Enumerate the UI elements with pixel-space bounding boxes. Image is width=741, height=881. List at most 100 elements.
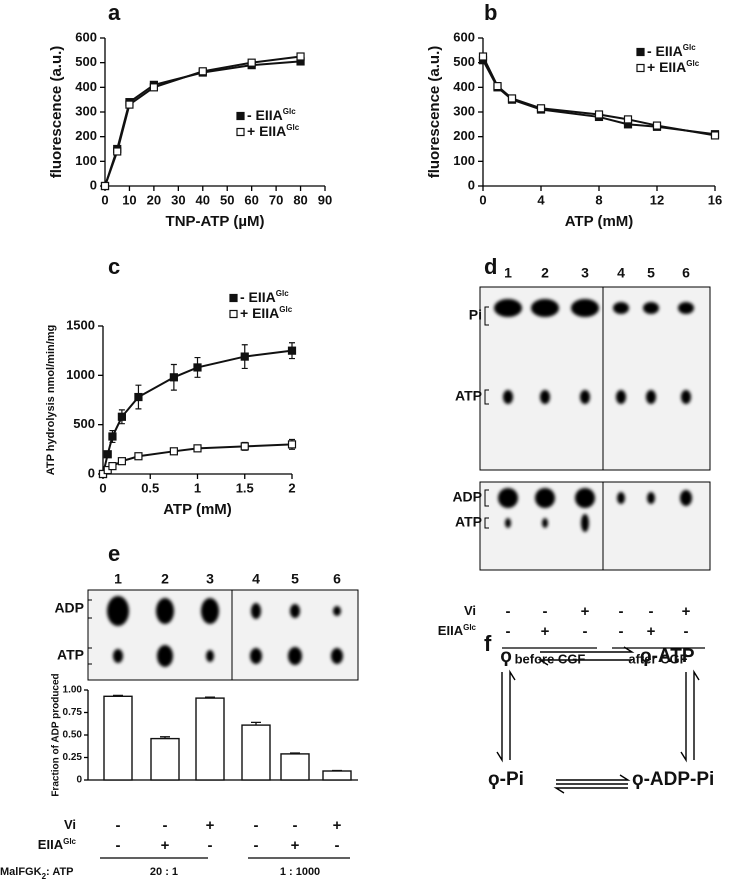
data-point bbox=[594, 110, 604, 119]
row-label-part: Vi bbox=[464, 603, 476, 618]
gel-spot bbox=[503, 390, 513, 404]
data-point bbox=[478, 52, 488, 61]
y-tick-label: 0.50 bbox=[63, 730, 83, 741]
sign: + bbox=[541, 623, 550, 640]
x-tick-label: 1 bbox=[194, 480, 201, 495]
sign: - bbox=[684, 623, 689, 640]
legend-label: - EIIAGlc bbox=[647, 43, 696, 59]
gel-spot bbox=[288, 647, 302, 665]
lane-label: 4 bbox=[617, 265, 625, 281]
gel-spot bbox=[107, 596, 129, 626]
panel-label: e bbox=[108, 541, 120, 566]
group-label: 1 : 1000 bbox=[280, 866, 320, 878]
data-point bbox=[169, 373, 178, 382]
gel-spot bbox=[680, 490, 692, 506]
bar bbox=[322, 770, 352, 781]
legend-label-part: + EIIA bbox=[647, 59, 686, 75]
gel-spot bbox=[575, 488, 595, 508]
x-tick-label: 30 bbox=[171, 192, 185, 207]
bar bbox=[103, 695, 133, 781]
row-label-part: EIIA bbox=[438, 623, 464, 638]
legend-marker bbox=[229, 293, 238, 303]
lane-label: 2 bbox=[161, 571, 169, 587]
legend-label-part: + EIIA bbox=[247, 123, 286, 139]
y-tick-label: 600 bbox=[75, 29, 97, 44]
sign: + bbox=[206, 817, 215, 834]
legend-label-part: - EIIA bbox=[647, 43, 683, 59]
diagram-node: ϙ-ADP-Pi bbox=[632, 769, 714, 790]
y-tick-label: 0 bbox=[88, 465, 95, 480]
data-point bbox=[623, 115, 633, 124]
gel-spot bbox=[156, 598, 174, 624]
y-axis-label: fluorescence (a.u.) bbox=[48, 46, 65, 179]
lane-label: 3 bbox=[206, 571, 214, 587]
bar bbox=[195, 697, 225, 781]
lane-label: 5 bbox=[647, 265, 655, 281]
gel-spot bbox=[613, 302, 629, 314]
group-label: after CGF bbox=[628, 651, 687, 666]
data-point bbox=[117, 412, 127, 421]
data-point bbox=[108, 432, 117, 441]
x-tick-label: 10 bbox=[122, 192, 136, 207]
sign: - bbox=[116, 817, 121, 834]
lane-label: 3 bbox=[581, 265, 589, 281]
gel-d-lower bbox=[479, 481, 711, 571]
legend-label: + EIIAGlc bbox=[647, 59, 700, 75]
y-tick-label: 1.00 bbox=[63, 685, 83, 696]
sign: - bbox=[116, 837, 121, 854]
sign: + bbox=[161, 837, 170, 854]
y-tick-label: 200 bbox=[453, 128, 475, 143]
legend-marker bbox=[636, 63, 645, 73]
y-tick-label: 500 bbox=[75, 54, 97, 69]
sign: - bbox=[254, 837, 259, 854]
x-tick-label: 20 bbox=[147, 192, 161, 207]
bar bbox=[150, 737, 180, 781]
data-point bbox=[193, 444, 202, 453]
gel-spot bbox=[647, 492, 655, 504]
sign: - bbox=[163, 817, 168, 834]
legend-label-part: - EIIA bbox=[240, 289, 276, 305]
data-point bbox=[113, 147, 122, 156]
group-label: before CGF bbox=[515, 651, 586, 666]
legend-marker bbox=[636, 47, 645, 57]
legend-label-part: Glc bbox=[686, 59, 699, 68]
group-label: 20 : 1 bbox=[150, 866, 178, 878]
y-tick-label: 500 bbox=[453, 54, 475, 69]
gel-spot bbox=[616, 390, 626, 404]
y-tick-label: 400 bbox=[75, 79, 97, 94]
gel-label: ADP bbox=[452, 489, 482, 505]
data-point bbox=[240, 442, 249, 451]
x-axis-label: TNP-ATP (µM) bbox=[166, 213, 265, 230]
legend-label-part: Glc bbox=[279, 305, 292, 314]
x-axis-label: ATP (mM) bbox=[163, 501, 232, 518]
legend-label-part: - EIIA bbox=[247, 107, 283, 123]
row-label: EIIAGlc bbox=[38, 837, 77, 853]
bar bbox=[280, 753, 310, 781]
x-axis-label: ATP (mM) bbox=[565, 213, 634, 230]
sign: + bbox=[581, 603, 590, 620]
gel-spot bbox=[333, 606, 341, 616]
x-tick-label: 8 bbox=[595, 192, 602, 207]
x-tick-label: 80 bbox=[293, 192, 307, 207]
data-point bbox=[493, 81, 502, 91]
panel-label: a bbox=[108, 0, 121, 25]
y-tick-label: 100 bbox=[75, 153, 97, 168]
legend-label: + EIIAGlc bbox=[247, 123, 300, 139]
x-tick-label: 0.5 bbox=[141, 480, 159, 495]
sign: + bbox=[647, 623, 656, 640]
y-axis-label: ATP hydrolysis nmol/min/mg bbox=[45, 325, 57, 476]
sign: - bbox=[506, 623, 511, 640]
lane-label: 4 bbox=[252, 571, 260, 587]
row-label: MalFGK2: ATP bbox=[0, 866, 74, 881]
gel-spot bbox=[617, 492, 625, 504]
lane-label: 6 bbox=[682, 265, 690, 281]
row-label-part: EIIA bbox=[38, 837, 64, 852]
gel-spot bbox=[157, 645, 173, 667]
sign: - bbox=[619, 603, 624, 620]
y-tick-label: 0 bbox=[468, 177, 475, 192]
data-point bbox=[198, 67, 207, 76]
data-point bbox=[710, 131, 720, 140]
gel-label: ADP bbox=[54, 600, 84, 616]
gel-spot bbox=[290, 604, 300, 618]
